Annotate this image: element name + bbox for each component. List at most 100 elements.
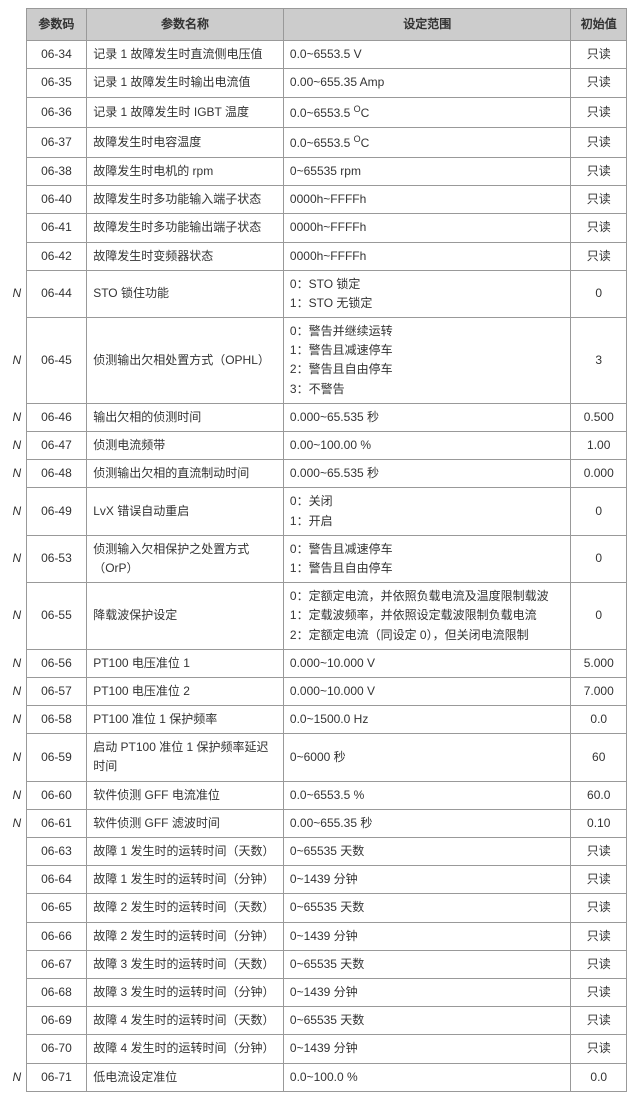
- table-row: N06-58PT100 准位 1 保护频率0.0~1500.0 Hz0.0: [8, 706, 627, 734]
- param-code: 06-58: [26, 706, 87, 734]
- table-row: 06-66故障 2 发生时的运转时间（分钟）0~1439 分钟只读: [8, 922, 627, 950]
- runtime-marker-icon: N: [12, 1070, 21, 1084]
- table-row: N06-61软件侦测 GFF 滤波时间0.00~655.35 秒0.10: [8, 809, 627, 837]
- param-code: 06-47: [26, 432, 87, 460]
- row-marker: N: [8, 781, 26, 809]
- table-row: 06-34记录 1 故障发生时直流侧电压值0.0~6553.5 V只读: [8, 41, 627, 69]
- row-marker: N: [8, 432, 26, 460]
- param-code: 06-45: [26, 318, 87, 404]
- param-code: 06-65: [26, 894, 87, 922]
- table-row: 06-67故障 3 发生时的运转时间（天数）0~65535 天数只读: [8, 950, 627, 978]
- param-code: 06-41: [26, 214, 87, 242]
- param-code: 06-38: [26, 157, 87, 185]
- table-row: 06-65故障 2 发生时的运转时间（天数）0~65535 天数只读: [8, 894, 627, 922]
- param-init: 只读: [571, 1035, 627, 1063]
- param-code: 06-36: [26, 97, 87, 127]
- row-marker: [8, 242, 26, 270]
- row-marker: N: [8, 583, 26, 650]
- param-code: 06-69: [26, 1007, 87, 1035]
- param-code: 06-34: [26, 41, 87, 69]
- table-row: N06-48侦测输出欠相的直流制动时间0.000~65.535 秒0.000: [8, 460, 627, 488]
- table-row: 06-36记录 1 故障发生时 IGBT 温度0.0~6553.5 OC只读: [8, 97, 627, 127]
- param-init: 60: [571, 734, 627, 781]
- param-code: 06-63: [26, 838, 87, 866]
- param-init: 0.500: [571, 403, 627, 431]
- table-row: 06-63故障 1 发生时的运转时间（天数）0~65535 天数只读: [8, 838, 627, 866]
- param-name: 启动 PT100 准位 1 保护频率延迟时间: [87, 734, 284, 781]
- parameter-table: 参数码 参数名称 设定范围 初始值 06-34记录 1 故障发生时直流侧电压值0…: [8, 8, 627, 1092]
- table-header-row: 参数码 参数名称 设定范围 初始值: [8, 9, 627, 41]
- param-code: 06-46: [26, 403, 87, 431]
- header-code: 参数码: [26, 9, 87, 41]
- table-row: N06-55降载波保护设定0：定额定电流，并依照负载电流及温度限制载波 1：定载…: [8, 583, 627, 650]
- param-code: 06-64: [26, 866, 87, 894]
- table-row: 06-42故障发生时变频器状态0000h~FFFFh只读: [8, 242, 627, 270]
- param-name: 记录 1 故障发生时输出电流值: [87, 69, 284, 97]
- param-init: 只读: [571, 866, 627, 894]
- table-row: N06-44STO 锁住功能0：STO 锁定 1：STO 无锁定0: [8, 270, 627, 317]
- param-name: PT100 电压准位 1: [87, 649, 284, 677]
- param-range: 0~6000 秒: [283, 734, 571, 781]
- header-range: 设定范围: [283, 9, 571, 41]
- param-code: 06-35: [26, 69, 87, 97]
- param-range: 0.000~65.535 秒: [283, 403, 571, 431]
- row-marker: N: [8, 677, 26, 705]
- row-marker: [8, 127, 26, 157]
- param-code: 06-71: [26, 1063, 87, 1091]
- param-init: 只读: [571, 838, 627, 866]
- runtime-marker-icon: N: [12, 656, 21, 670]
- row-marker: [8, 1035, 26, 1063]
- table-row: N06-59启动 PT100 准位 1 保护频率延迟时间0~6000 秒60: [8, 734, 627, 781]
- param-range: 0~1439 分钟: [283, 866, 571, 894]
- param-range: 0：定额定电流，并依照负载电流及温度限制载波 1：定载波频率，并依照设定载波限制…: [283, 583, 571, 650]
- row-marker: N: [8, 1063, 26, 1091]
- header-marker: [8, 9, 26, 41]
- param-range: 0000h~FFFFh: [283, 214, 571, 242]
- param-code: 06-68: [26, 978, 87, 1006]
- param-name: 侦测输出欠相的直流制动时间: [87, 460, 284, 488]
- param-code: 06-70: [26, 1035, 87, 1063]
- param-range: 0.0~1500.0 Hz: [283, 706, 571, 734]
- param-range: 0.0~6553.5 %: [283, 781, 571, 809]
- param-range: 0：警告且减速停车 1：警告且自由停车: [283, 535, 571, 582]
- param-range: 0~65535 天数: [283, 894, 571, 922]
- table-row: 06-37故障发生时电容温度0.0~6553.5 OC只读: [8, 127, 627, 157]
- param-init: 3: [571, 318, 627, 404]
- table-row: 06-41故障发生时多功能输出端子状态0000h~FFFFh只读: [8, 214, 627, 242]
- param-code: 06-49: [26, 488, 87, 535]
- table-row: 06-70故障 4 发生时的运转时间（分钟）0~1439 分钟只读: [8, 1035, 627, 1063]
- param-init: 只读: [571, 186, 627, 214]
- param-code: 06-40: [26, 186, 87, 214]
- param-init: 只读: [571, 978, 627, 1006]
- param-name: 侦测输入欠相保护之处置方式（OrP）: [87, 535, 284, 582]
- row-marker: N: [8, 403, 26, 431]
- row-marker: [8, 69, 26, 97]
- param-name: 记录 1 故障发生时 IGBT 温度: [87, 97, 284, 127]
- row-marker: [8, 838, 26, 866]
- param-init: 5.000: [571, 649, 627, 677]
- param-range: 0.0~6553.5 OC: [283, 127, 571, 157]
- row-marker: N: [8, 706, 26, 734]
- row-marker: [8, 157, 26, 185]
- param-code: 06-53: [26, 535, 87, 582]
- param-name: 故障发生时电容温度: [87, 127, 284, 157]
- param-range: 0~65535 rpm: [283, 157, 571, 185]
- param-range: 0.00~655.35 Amp: [283, 69, 571, 97]
- row-marker: [8, 894, 26, 922]
- param-code: 06-55: [26, 583, 87, 650]
- table-row: 06-35记录 1 故障发生时输出电流值0.00~655.35 Amp只读: [8, 69, 627, 97]
- param-init: 1.00: [571, 432, 627, 460]
- row-marker: N: [8, 535, 26, 582]
- param-name: 记录 1 故障发生时直流侧电压值: [87, 41, 284, 69]
- param-code: 06-56: [26, 649, 87, 677]
- param-code: 06-57: [26, 677, 87, 705]
- param-name: 故障发生时多功能输出端子状态: [87, 214, 284, 242]
- table-row: N06-60软件侦测 GFF 电流准位0.0~6553.5 %60.0: [8, 781, 627, 809]
- row-marker: [8, 1007, 26, 1035]
- param-name: 故障 2 发生时的运转时间（天数）: [87, 894, 284, 922]
- runtime-marker-icon: N: [12, 551, 21, 565]
- param-range: 0~1439 分钟: [283, 978, 571, 1006]
- table-row: 06-68故障 3 发生时的运转时间（分钟）0~1439 分钟只读: [8, 978, 627, 1006]
- param-range: 0.0~6553.5 V: [283, 41, 571, 69]
- row-marker: N: [8, 488, 26, 535]
